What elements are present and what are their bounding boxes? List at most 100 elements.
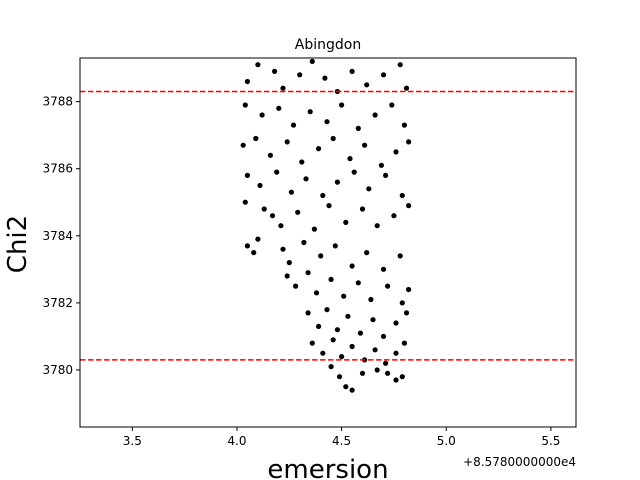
data-point bbox=[403, 310, 410, 316]
data-point bbox=[255, 62, 261, 68]
data-point bbox=[339, 354, 345, 360]
data-point bbox=[244, 172, 250, 178]
data-point bbox=[334, 327, 340, 333]
data-point bbox=[305, 270, 311, 276]
data-point bbox=[364, 250, 370, 256]
data-point bbox=[324, 119, 330, 125]
data-point bbox=[284, 273, 290, 279]
data-point bbox=[399, 300, 405, 306]
data-point bbox=[403, 85, 410, 91]
data-point bbox=[267, 152, 273, 158]
data-point bbox=[349, 68, 355, 74]
x-tick-label: 5.0 bbox=[437, 434, 456, 448]
x-tick-label: 3.5 bbox=[123, 434, 142, 448]
data-point bbox=[385, 370, 391, 376]
y-tick-label: 3786 bbox=[42, 162, 73, 176]
data-point bbox=[269, 213, 276, 219]
data-point bbox=[274, 169, 280, 175]
data-point bbox=[272, 68, 278, 74]
data-point bbox=[374, 223, 380, 229]
data-point bbox=[389, 102, 395, 108]
data-point bbox=[316, 146, 322, 152]
data-point bbox=[324, 307, 330, 313]
data-point bbox=[259, 112, 265, 118]
data-point bbox=[372, 347, 378, 353]
data-point bbox=[305, 310, 311, 316]
data-point bbox=[276, 105, 282, 111]
data-point bbox=[372, 112, 378, 118]
data-point bbox=[399, 374, 405, 380]
data-point bbox=[401, 122, 407, 128]
data-point bbox=[301, 239, 307, 246]
data-point bbox=[380, 333, 387, 339]
data-point bbox=[355, 125, 361, 131]
data-point bbox=[345, 313, 351, 319]
data-point bbox=[316, 323, 322, 329]
x-axis-ticks: 3.5 4.0 4.5 5.0 5.5 bbox=[123, 427, 560, 448]
data-point bbox=[334, 179, 340, 185]
data-point bbox=[307, 109, 313, 115]
data-point bbox=[339, 102, 345, 108]
chart-title: Abingdon bbox=[295, 37, 361, 53]
data-point bbox=[383, 360, 389, 366]
data-point bbox=[368, 296, 374, 303]
data-point bbox=[244, 78, 250, 85]
data-point bbox=[242, 102, 248, 108]
data-point bbox=[359, 370, 366, 376]
data-point bbox=[397, 62, 403, 68]
y-tick-label: 3788 bbox=[42, 95, 73, 109]
data-point bbox=[253, 135, 259, 142]
data-point bbox=[401, 340, 407, 346]
data-point bbox=[380, 72, 387, 78]
data-point bbox=[378, 162, 384, 168]
data-point bbox=[332, 243, 338, 249]
data-point bbox=[286, 260, 292, 266]
data-point bbox=[257, 182, 263, 189]
data-point bbox=[311, 226, 317, 232]
data-point bbox=[393, 350, 399, 356]
data-point bbox=[290, 122, 297, 128]
data-point bbox=[293, 283, 299, 289]
data-point bbox=[309, 340, 315, 346]
data-point bbox=[328, 276, 334, 282]
scatter-points bbox=[240, 58, 412, 393]
data-point bbox=[299, 159, 305, 165]
data-point bbox=[343, 384, 349, 390]
data-point bbox=[393, 320, 399, 326]
data-point bbox=[391, 213, 397, 219]
data-point bbox=[349, 387, 355, 393]
data-point bbox=[240, 142, 246, 148]
data-point bbox=[362, 142, 368, 148]
data-point bbox=[320, 350, 326, 356]
data-point bbox=[318, 253, 324, 259]
data-point bbox=[351, 169, 357, 175]
data-point bbox=[328, 364, 334, 370]
data-point bbox=[278, 223, 284, 229]
data-point bbox=[322, 75, 328, 81]
data-point bbox=[347, 156, 353, 162]
data-point bbox=[326, 203, 332, 209]
data-point bbox=[406, 203, 412, 209]
data-point bbox=[341, 293, 347, 299]
y-axis-label: Chi2 bbox=[3, 215, 33, 273]
x-axis-offset-label: +8.5780000000e4 bbox=[463, 455, 576, 469]
reference-lines bbox=[80, 90, 576, 361]
data-point bbox=[370, 317, 376, 323]
data-point bbox=[336, 374, 343, 380]
data-point bbox=[330, 135, 336, 142]
data-point bbox=[349, 263, 355, 269]
data-point bbox=[393, 377, 399, 383]
data-point bbox=[406, 286, 412, 293]
data-point bbox=[261, 206, 267, 212]
y-tick-label: 3784 bbox=[42, 229, 73, 243]
data-point bbox=[385, 283, 391, 289]
data-point bbox=[393, 149, 399, 155]
data-point bbox=[303, 176, 309, 182]
data-point bbox=[295, 209, 301, 215]
data-point bbox=[397, 253, 403, 259]
data-point bbox=[366, 186, 372, 192]
data-point bbox=[380, 266, 387, 272]
data-point bbox=[357, 330, 363, 336]
data-point bbox=[288, 189, 294, 195]
